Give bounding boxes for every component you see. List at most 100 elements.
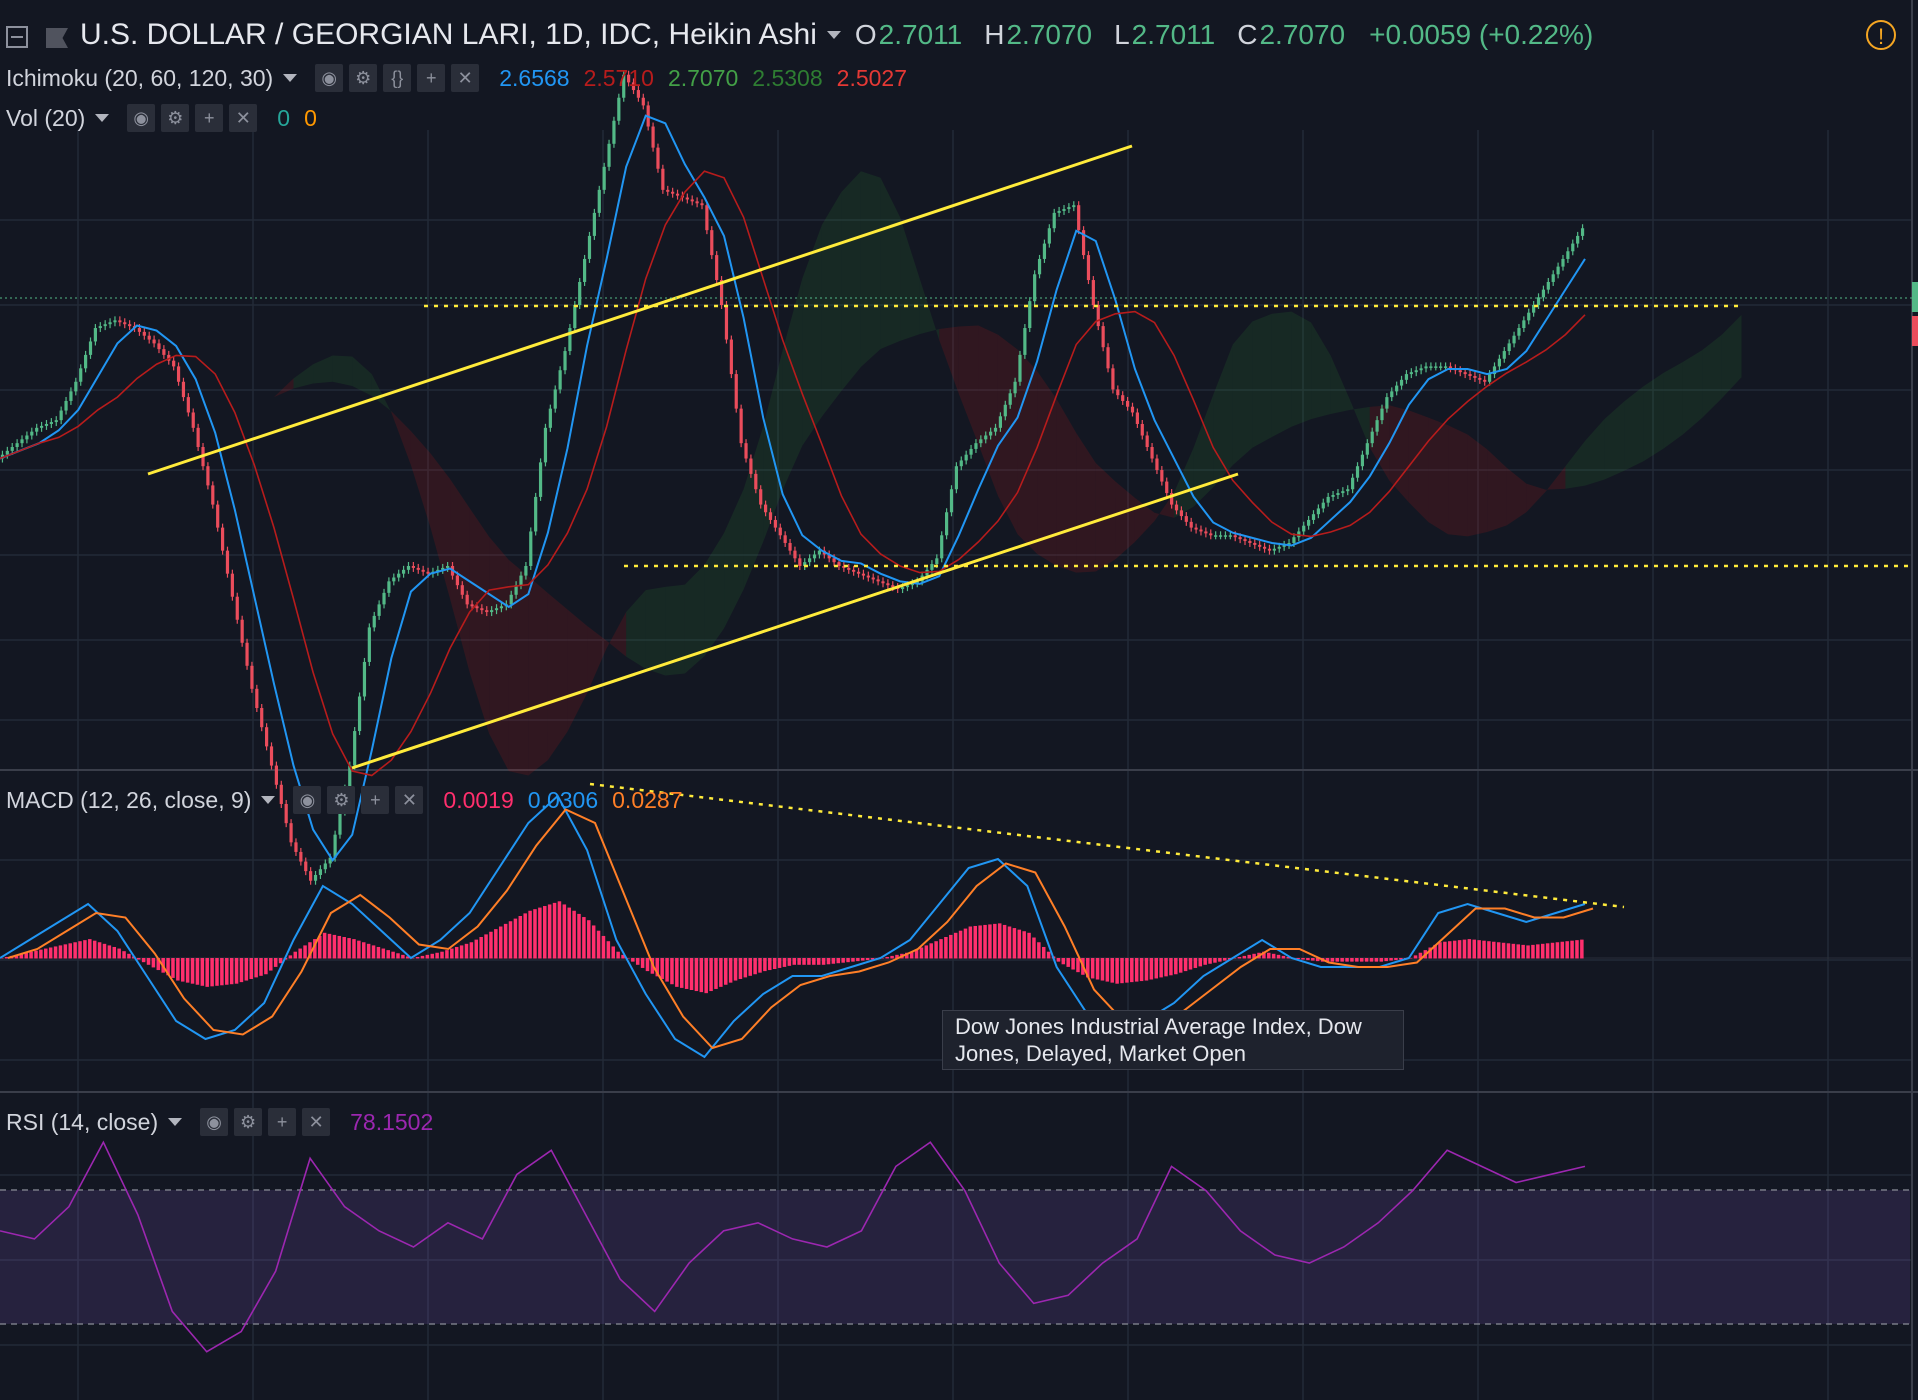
macd-histogram-bar xyxy=(146,958,151,965)
eye-icon[interactable]: ◉ xyxy=(315,64,344,92)
candle-body xyxy=(793,550,797,559)
drawings[interactable] xyxy=(0,144,1918,909)
ichimoku-label[interactable]: Ichimoku (20, 60, 120, 30) xyxy=(6,64,274,91)
macd-label[interactable]: MACD (12, 26, close, 9) xyxy=(6,786,252,813)
warning-icon[interactable]: ! xyxy=(1866,20,1896,50)
candle-body xyxy=(1370,431,1374,444)
caret-down-icon[interactable] xyxy=(168,1118,183,1126)
macd-histogram-bar xyxy=(1330,958,1335,962)
cloud-segment xyxy=(704,533,725,657)
macd-histogram-bar xyxy=(122,951,126,959)
candle-body xyxy=(1556,266,1560,275)
gear-icon[interactable]: ⚙ xyxy=(161,104,190,132)
candle-body xyxy=(1483,379,1487,382)
legend-macd[interactable]: MACD (12, 26, close, 9) ◉ ⚙ + ✕ 0.0019 0.… xyxy=(6,786,683,814)
macd-histogram-bar xyxy=(533,909,537,959)
macd-histogram-bar xyxy=(1482,940,1486,959)
close-icon[interactable]: ✕ xyxy=(451,64,480,92)
candle-body xyxy=(1561,258,1565,267)
macd-histogram-bar xyxy=(4,956,9,959)
macd-histogram-bar xyxy=(1545,943,1550,959)
candle-body xyxy=(940,535,944,559)
close-icon[interactable]: ✕ xyxy=(302,1108,331,1136)
vol-label[interactable]: Vol (20) xyxy=(6,104,86,131)
ichimoku-value: 2.6568 xyxy=(499,64,570,91)
candle-body xyxy=(230,573,234,597)
macd-histogram-bar xyxy=(332,934,337,959)
cloud-segment xyxy=(1369,405,1390,481)
macd-histogram-bar xyxy=(1237,956,1242,959)
gear-icon[interactable]: ⚙ xyxy=(349,64,378,92)
candle-body xyxy=(827,554,831,559)
cloud-segment xyxy=(1076,432,1096,573)
macd-histogram-bar xyxy=(494,929,498,959)
flag-icon[interactable] xyxy=(46,28,68,48)
rsi-label[interactable]: RSI (14, close) xyxy=(6,1108,159,1135)
cloud-segment xyxy=(1213,344,1233,488)
eye-icon[interactable]: ◉ xyxy=(200,1108,229,1136)
caret-down-icon[interactable] xyxy=(283,74,298,82)
eye-icon[interactable]: ◉ xyxy=(127,104,156,132)
macd-histogram-bar xyxy=(420,955,425,959)
cloud-segment xyxy=(547,593,568,761)
legend-rsi[interactable]: RSI (14, close) ◉ ⚙ + ✕ 78.1502 xyxy=(6,1108,433,1136)
candle-body xyxy=(494,608,499,611)
ichimoku-cloud xyxy=(156,171,1742,776)
close-icon[interactable]: ✕ xyxy=(229,104,258,132)
candle-body xyxy=(206,466,210,486)
candle-body xyxy=(739,408,743,444)
collapse-icon[interactable] xyxy=(6,26,28,48)
close-icon[interactable]: ✕ xyxy=(395,786,424,814)
macd-histogram-bar xyxy=(611,946,615,959)
candle-body xyxy=(304,861,308,872)
macd-histogram-bar xyxy=(1315,958,1320,962)
gear-icon[interactable]: ⚙ xyxy=(327,786,356,814)
macd-histogram-bar xyxy=(699,958,704,993)
eye-icon[interactable]: ◉ xyxy=(293,786,322,814)
macd-histogram-bar xyxy=(371,945,376,959)
candle-body xyxy=(641,97,645,106)
macd-histogram-bar xyxy=(1340,958,1344,962)
plus-icon[interactable]: + xyxy=(361,786,390,814)
candle-body xyxy=(289,823,293,843)
gear-icon[interactable]: ⚙ xyxy=(234,1108,263,1136)
candle-body xyxy=(269,746,274,766)
plus-icon[interactable]: + xyxy=(417,64,446,92)
macd-histogram-bar xyxy=(445,950,449,959)
caret-down-icon[interactable] xyxy=(826,31,841,39)
candle-body xyxy=(1258,544,1262,547)
candle-body xyxy=(1571,243,1575,252)
macd-histogram-bar xyxy=(851,958,855,962)
candle-body xyxy=(886,583,890,586)
caret-down-icon[interactable] xyxy=(261,796,276,804)
plus-icon[interactable]: + xyxy=(195,104,224,132)
macd-histogram-bar xyxy=(924,945,929,959)
macd-histogram-bar xyxy=(1540,943,1545,959)
candle-body xyxy=(861,573,866,576)
macd-histogram-bar xyxy=(870,958,875,960)
candle-body xyxy=(255,688,259,709)
macd-buttons: ◉ ⚙ + ✕ xyxy=(293,786,429,814)
candle-body xyxy=(1028,301,1032,329)
plus-icon[interactable]: + xyxy=(268,1108,297,1136)
macd-histogram-bar xyxy=(1472,939,1476,959)
macd-value: 0.0287 xyxy=(612,786,683,813)
legend-ichimoku[interactable]: Ichimoku (20, 60, 120, 30) ◉ ⚙ {} + ✕ 2.… xyxy=(6,64,907,92)
candle-body xyxy=(1145,435,1149,448)
symbol-title[interactable]: U.S. DOLLAR / GEORGIAN LARI, 1D, IDC, He… xyxy=(80,18,817,51)
candle-body xyxy=(754,473,758,490)
vol-buttons: ◉ ⚙ + ✕ xyxy=(127,104,263,132)
candle-body xyxy=(348,765,352,789)
macd-histogram-bar xyxy=(973,925,978,959)
macd-histogram-bar xyxy=(102,943,107,959)
macd-histogram-bar xyxy=(469,942,474,959)
candle-body xyxy=(1238,537,1242,540)
macd-histogram-bar xyxy=(53,946,58,959)
macd-histogram-bar xyxy=(738,958,743,979)
source-code-icon[interactable]: {} xyxy=(383,64,412,92)
caret-down-icon[interactable] xyxy=(95,114,110,122)
macd-histogram-bar xyxy=(1389,958,1393,961)
ohlc-value-l: 2.7011 xyxy=(1131,19,1216,50)
